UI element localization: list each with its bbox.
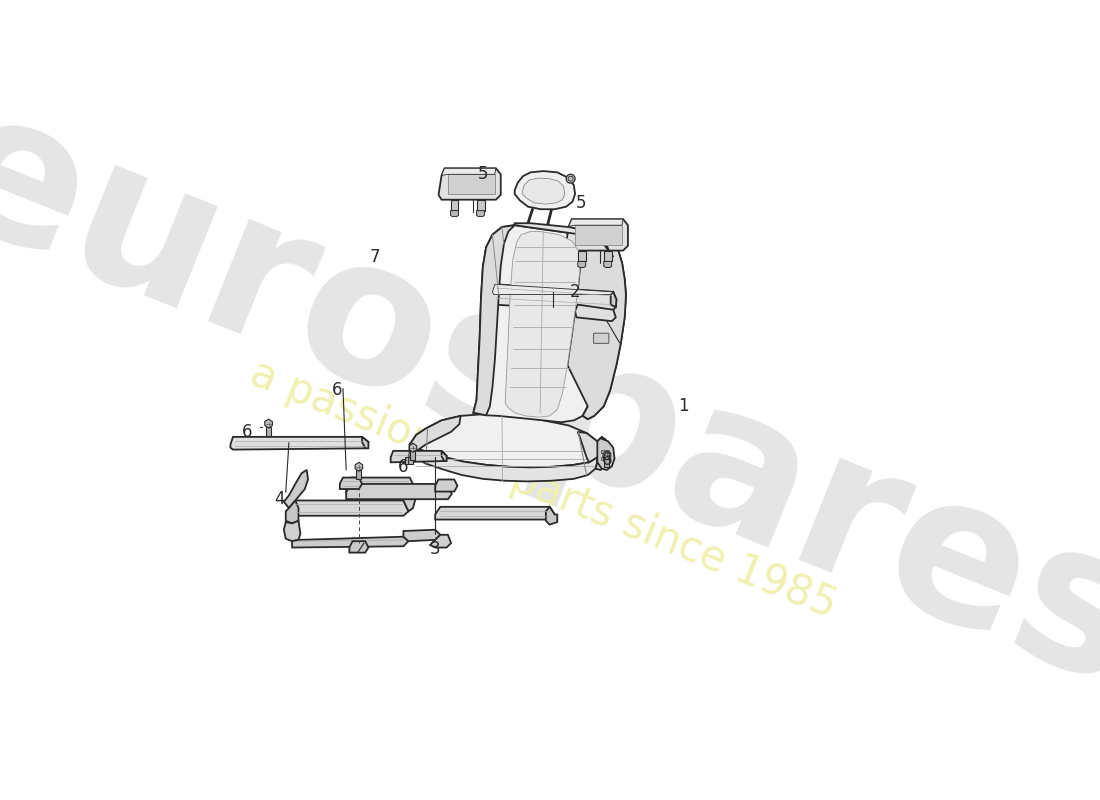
Polygon shape	[565, 219, 628, 250]
Polygon shape	[476, 200, 485, 210]
Text: 6: 6	[398, 458, 408, 476]
Polygon shape	[604, 458, 609, 467]
Text: 5: 5	[477, 166, 488, 183]
Polygon shape	[390, 451, 447, 462]
Polygon shape	[568, 242, 626, 419]
Polygon shape	[603, 451, 611, 460]
Polygon shape	[346, 484, 452, 499]
Polygon shape	[448, 174, 495, 194]
Polygon shape	[583, 242, 626, 419]
Text: eurospares: eurospares	[0, 71, 1100, 729]
Polygon shape	[575, 225, 622, 245]
Polygon shape	[410, 416, 461, 452]
Polygon shape	[610, 292, 616, 307]
Polygon shape	[451, 210, 459, 217]
Polygon shape	[266, 426, 271, 436]
Polygon shape	[578, 250, 585, 262]
Polygon shape	[578, 262, 585, 267]
Polygon shape	[362, 437, 369, 448]
Text: a passion for parts since 1985: a passion for parts since 1985	[244, 352, 843, 626]
Polygon shape	[403, 486, 416, 511]
Polygon shape	[436, 479, 458, 491]
Polygon shape	[293, 537, 408, 547]
Polygon shape	[597, 438, 615, 470]
Polygon shape	[604, 250, 613, 262]
Polygon shape	[441, 168, 496, 175]
Text: 6: 6	[242, 422, 253, 441]
Polygon shape	[546, 507, 558, 525]
Polygon shape	[575, 305, 616, 321]
FancyBboxPatch shape	[594, 334, 608, 343]
Polygon shape	[405, 458, 412, 463]
Text: 6: 6	[331, 382, 342, 399]
Polygon shape	[441, 451, 447, 461]
Text: 3: 3	[430, 541, 440, 558]
Circle shape	[566, 174, 575, 183]
Polygon shape	[410, 445, 597, 482]
Polygon shape	[356, 470, 362, 479]
Polygon shape	[346, 478, 415, 493]
Text: 1: 1	[678, 398, 689, 415]
Polygon shape	[515, 171, 575, 210]
Text: 5: 5	[576, 194, 586, 212]
Polygon shape	[522, 178, 565, 204]
Polygon shape	[505, 231, 580, 417]
Polygon shape	[569, 219, 623, 226]
Polygon shape	[430, 535, 451, 547]
Polygon shape	[284, 470, 308, 508]
Text: 2: 2	[570, 283, 581, 301]
Polygon shape	[515, 223, 613, 257]
Polygon shape	[355, 462, 363, 471]
Polygon shape	[604, 262, 612, 267]
Polygon shape	[404, 530, 440, 541]
Polygon shape	[265, 419, 273, 428]
Text: 6: 6	[602, 451, 612, 470]
Polygon shape	[409, 443, 417, 452]
Bar	[604, 458, 609, 461]
Bar	[601, 450, 606, 453]
Polygon shape	[473, 225, 616, 422]
Polygon shape	[473, 225, 515, 415]
Polygon shape	[286, 501, 298, 523]
Bar	[601, 458, 606, 461]
Polygon shape	[350, 541, 368, 553]
Polygon shape	[493, 284, 613, 294]
Polygon shape	[451, 200, 459, 210]
Polygon shape	[410, 414, 601, 467]
Polygon shape	[289, 501, 408, 516]
Polygon shape	[284, 521, 300, 541]
Polygon shape	[436, 507, 554, 519]
Text: 4: 4	[274, 490, 285, 507]
Polygon shape	[410, 451, 416, 460]
Polygon shape	[439, 168, 500, 200]
Circle shape	[568, 176, 573, 182]
Polygon shape	[476, 210, 484, 217]
Text: 7: 7	[370, 248, 379, 266]
Polygon shape	[340, 478, 362, 489]
Polygon shape	[595, 437, 608, 470]
Polygon shape	[492, 284, 616, 312]
Bar	[604, 450, 609, 453]
Polygon shape	[578, 432, 601, 462]
Polygon shape	[230, 437, 368, 450]
